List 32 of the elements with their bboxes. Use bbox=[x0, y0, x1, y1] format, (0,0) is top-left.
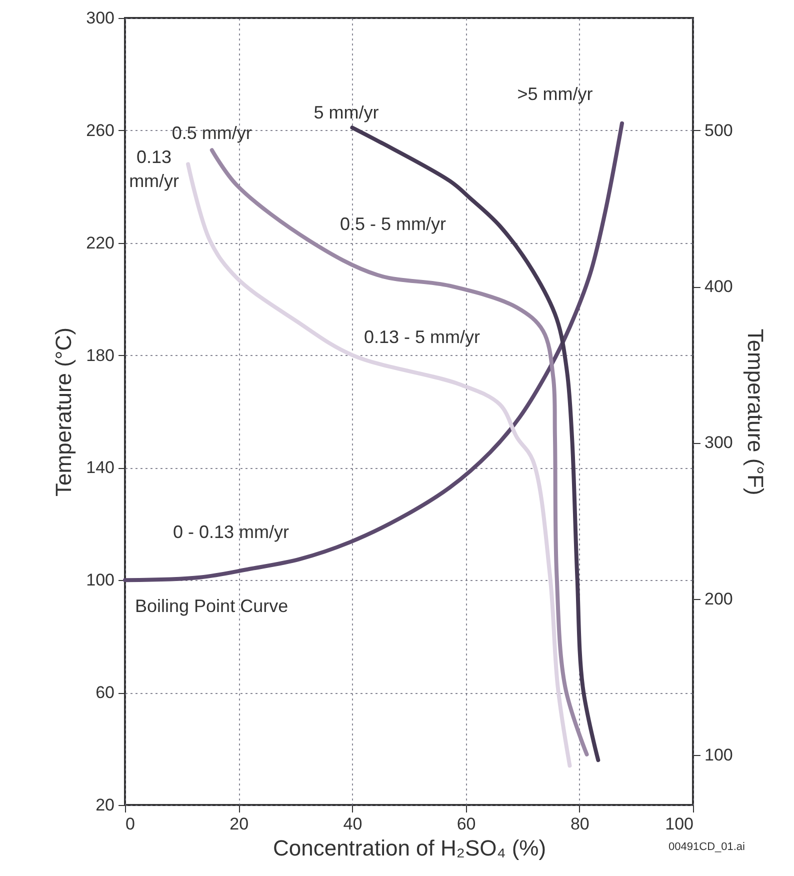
x-tick-label: 20 bbox=[230, 814, 249, 834]
y2-tick-label: 400 bbox=[704, 277, 733, 296]
y-tick-label: 220 bbox=[86, 233, 114, 252]
y2-tick-label: 500 bbox=[704, 120, 733, 140]
annotation: 0.5 - 5 mm/yr bbox=[340, 214, 446, 234]
x-axis-title: Concentration of H₂SO₄ (%) bbox=[272, 836, 546, 860]
text: 00491CD_01.ai bbox=[668, 841, 745, 853]
y2-tick-label: 100 bbox=[704, 746, 733, 765]
annotation: >5 mm/yr bbox=[517, 84, 593, 104]
y-tick-label: 60 bbox=[96, 683, 114, 702]
annotation: 0.13 - 5 mm/yr bbox=[364, 327, 480, 347]
y2-axis-title: Temperature (°F) bbox=[742, 328, 768, 496]
y-tick-label: 140 bbox=[86, 458, 114, 478]
x-tick-label: 60 bbox=[456, 814, 476, 834]
x-tick-label: 100 bbox=[665, 814, 694, 834]
series-label: 0.5 mm/yr bbox=[172, 123, 252, 144]
series-label: Boiling Point Curve bbox=[135, 596, 288, 616]
y-tick-label: 100 bbox=[86, 570, 114, 590]
x-tick-label: 0 bbox=[126, 814, 135, 834]
series-label: 5 mm/yr bbox=[314, 102, 379, 123]
line-series bbox=[123, 121, 624, 582]
x-tick-label: 80 bbox=[570, 814, 590, 834]
series-label: 0.13 mm/yr bbox=[129, 147, 180, 192]
y-tick-label: 180 bbox=[86, 346, 114, 365]
y-tick-label: 20 bbox=[96, 796, 114, 814]
x-tick-label: 40 bbox=[343, 814, 362, 834]
annotation: 0 - 0.13 mm/yr bbox=[172, 522, 290, 542]
y2-tick-label: 200 bbox=[704, 589, 733, 608]
y-axis-title: Temperature (°C) bbox=[51, 328, 76, 496]
y-tick-label: 260 bbox=[86, 120, 114, 140]
y2-tick-label: 300 bbox=[704, 433, 733, 452]
y-tick-label: 300 bbox=[86, 8, 114, 28]
